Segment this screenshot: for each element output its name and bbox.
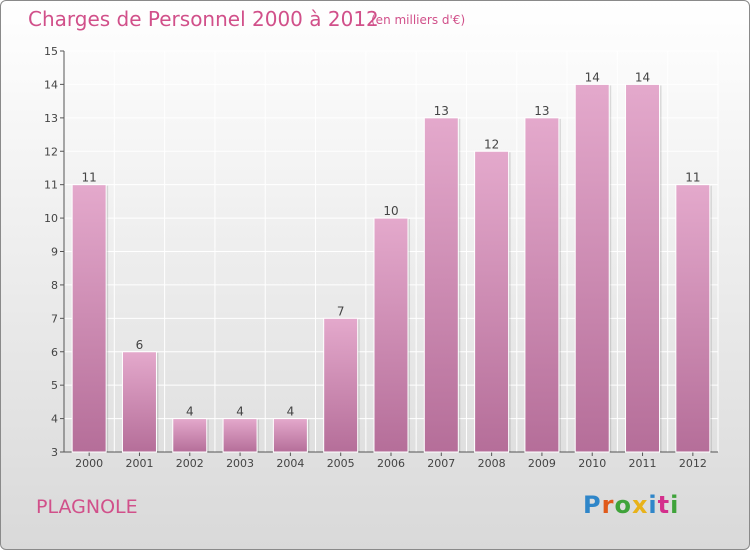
y-tick-label: 6: [51, 346, 58, 359]
y-tick-label: 14: [44, 78, 58, 91]
value-label: 14: [585, 70, 600, 84]
value-label: 11: [685, 171, 700, 185]
bar-2009: [524, 117, 560, 453]
x-tick-label: 2006: [377, 457, 405, 470]
value-label: 14: [635, 70, 650, 84]
x-tick-label: 2000: [75, 457, 103, 470]
value-label: 7: [337, 304, 345, 318]
bar-2008: [474, 150, 510, 453]
bar-2007: [423, 117, 459, 453]
x-tick-label: 2001: [125, 457, 153, 470]
chart-title: Charges de Personnel 2000 à 2012: [28, 7, 379, 31]
y-tick-label: 10: [44, 212, 58, 225]
axes: 3 4 5 6 7 8 9 10 11 12 13 14 15 2000 2001 2002 2003 2004 2…: [44, 45, 718, 470]
logo-letter: o: [614, 491, 632, 519]
logo-letter: i: [670, 491, 680, 519]
y-tick-label: 5: [51, 379, 58, 392]
bar-2012: [675, 184, 711, 453]
logo-letter: x: [631, 491, 649, 519]
bar-2010: [574, 83, 610, 453]
bar-2006: [373, 217, 409, 453]
bar-chart: 3 4 5 6 7 8 9 10 11 12 13 14 15 2000 2001 2002 2003 2004 2…: [44, 45, 719, 470]
bars: 11 6 4 4 4 7 10 13 12 13 14 14 11: [71, 70, 712, 453]
y-tick-label: 15: [44, 45, 58, 58]
x-tick-label: 2005: [327, 457, 355, 470]
y-tick-label: 11: [44, 179, 58, 192]
bar-2005: [323, 317, 359, 453]
value-label: 4: [287, 405, 295, 419]
x-tick-label: 2012: [679, 457, 707, 470]
logo-letter: t: [657, 491, 671, 519]
x-tick-label: 2004: [276, 457, 304, 470]
bar-2011: [625, 83, 661, 453]
bar-2004: [272, 418, 308, 453]
logo-letter: P: [583, 491, 602, 519]
proxiti-logo: Proxiti: [583, 491, 679, 519]
logo-letter: r: [601, 491, 615, 519]
value-label: 11: [82, 171, 97, 185]
x-tick-label: 2003: [226, 457, 254, 470]
y-tick-label: 4: [51, 413, 58, 426]
bar-2003: [222, 418, 258, 453]
y-tick-label: 9: [51, 246, 58, 259]
bar-2000: [71, 184, 107, 453]
value-label: 4: [186, 405, 194, 419]
y-tick-label: 13: [44, 112, 58, 125]
x-tick-label: 2010: [578, 457, 606, 470]
bar-2001: [121, 351, 157, 453]
x-tick-label: 2002: [176, 457, 204, 470]
x-tick-label: 2008: [478, 457, 506, 470]
commune-name: PLAGNOLE: [36, 496, 138, 518]
value-label: 6: [136, 338, 144, 352]
value-label: 12: [484, 137, 499, 151]
value-label: 13: [434, 104, 449, 118]
y-tick-label: 3: [51, 446, 58, 459]
chart-subtitle: (en milliers d'€): [371, 13, 466, 27]
x-tick-label: 2009: [528, 457, 556, 470]
value-label: 10: [383, 204, 398, 218]
y-tick-label: 8: [51, 279, 58, 292]
x-tick-label: 2011: [629, 457, 657, 470]
y-tick-label: 12: [44, 145, 58, 158]
y-tick-label: 7: [51, 312, 58, 325]
bar-2002: [172, 418, 208, 453]
logo-letter: i: [648, 491, 658, 519]
x-tick-label: 2007: [427, 457, 455, 470]
value-label: 4: [236, 405, 244, 419]
value-label: 13: [534, 104, 549, 118]
